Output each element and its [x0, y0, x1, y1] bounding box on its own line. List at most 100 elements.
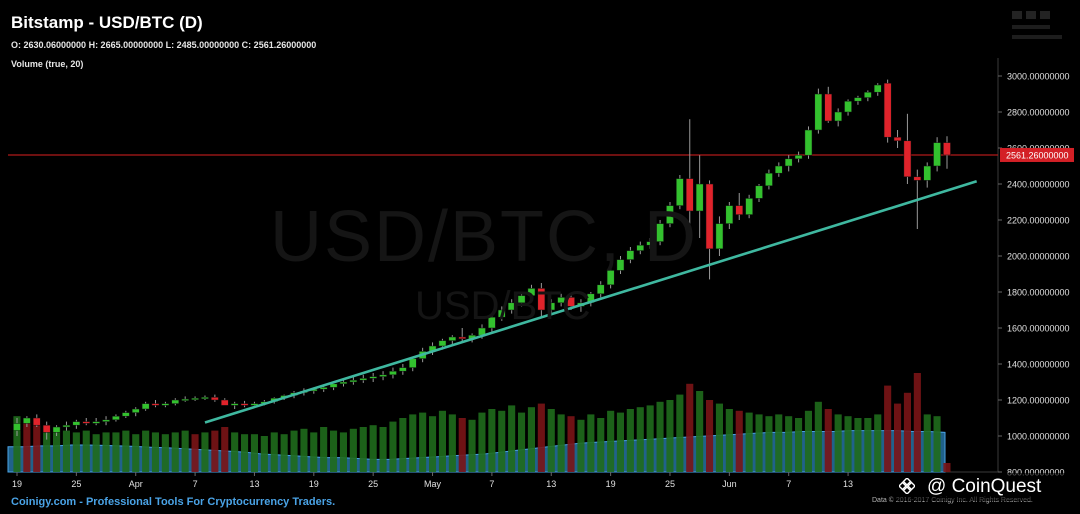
candle-body: [230, 403, 239, 406]
candle-body: [755, 185, 763, 199]
y-tick-label: 1800.00000000: [1007, 288, 1070, 298]
candle-body: [844, 100, 852, 113]
candle-body: [745, 198, 753, 215]
volume-bar: [765, 416, 773, 472]
volume-bar: [478, 412, 486, 472]
volume-bar: [567, 416, 575, 472]
candle-body: [438, 340, 447, 347]
volume-bar: [735, 410, 743, 472]
candle-body: [201, 397, 209, 400]
candle-body: [112, 415, 120, 421]
candle-body: [349, 379, 358, 383]
coinquest-label: @ CoinQuest: [927, 476, 1042, 497]
candle-body: [181, 398, 189, 401]
volume-bar: [537, 403, 545, 472]
candle-body: [359, 378, 368, 381]
candle-body: [379, 374, 387, 377]
volume-bar: [438, 410, 446, 472]
y-tick-label: 2800.00000000: [1007, 108, 1070, 118]
volume-bar: [330, 430, 338, 472]
volume-indicator-label[interactable]: Volume (true, 20): [11, 59, 84, 69]
volume-bar: [646, 405, 654, 472]
candle-body: [369, 376, 377, 379]
candle-body: [824, 93, 833, 122]
volume-bar: [122, 430, 130, 472]
candle-body: [389, 370, 397, 376]
candle-body: [171, 399, 180, 404]
volume-bar: [795, 418, 803, 472]
candle-body: [141, 403, 150, 410]
volume-bar: [913, 373, 921, 472]
volume-bar: [745, 412, 753, 472]
y-tick-label: 2000.00000000: [1007, 252, 1070, 262]
y-axis[interactable]: 3000.000000002800.000000002600.000000002…: [998, 72, 1070, 478]
candle-body: [52, 426, 61, 433]
candle-body: [408, 358, 417, 368]
candle-body: [161, 403, 170, 406]
candle-body: [695, 183, 704, 212]
volume-bar: [231, 432, 239, 472]
last-price-text: 2561.26000000: [1006, 150, 1069, 160]
trendline[interactable]: [204, 180, 978, 424]
pair-watermark-small: USD/BTC: [415, 284, 591, 328]
volume-bar: [349, 428, 357, 472]
volume-bar: [379, 427, 387, 472]
volume-bar: [201, 432, 209, 472]
candle-body: [606, 270, 615, 286]
footer-tagline[interactable]: Coinigy.com - Professional Tools For Cry…: [11, 496, 336, 508]
candle-body: [191, 397, 199, 400]
y-tick-label: 2400.00000000: [1007, 180, 1070, 190]
candle-body: [854, 97, 862, 102]
volume-bar: [142, 430, 150, 472]
volume-bar: [804, 410, 812, 472]
volume-bar: [706, 400, 714, 472]
candle-body: [527, 288, 536, 296]
volume-bar: [696, 391, 704, 472]
volume-bar: [557, 414, 565, 472]
candle-body: [636, 244, 645, 251]
y-tick-label: 1600.00000000: [1007, 324, 1070, 334]
volume-bar: [23, 419, 31, 472]
candle-body: [32, 417, 41, 426]
x-tick-label: Jun: [722, 479, 737, 489]
volume-bar: [725, 409, 733, 472]
volume-bar: [755, 414, 763, 472]
candle-body: [883, 82, 892, 138]
volume-bar: [874, 414, 882, 472]
volume-bar: [636, 407, 644, 472]
x-axis[interactable]: 19 25 Apr 7 13 19 25 May 7 13 19 25 Jun 7 13: [12, 472, 853, 489]
volume-bar: [686, 383, 694, 472]
x-tick-label: 7: [193, 479, 198, 489]
volume-bar: [33, 425, 41, 472]
candle-body: [784, 158, 793, 167]
volume-bar: [508, 405, 516, 472]
volume-bar: [448, 414, 456, 472]
candle-body: [102, 419, 110, 422]
volume-bar: [280, 434, 288, 472]
volume-bar: [844, 416, 852, 472]
volume-bar: [171, 432, 179, 472]
volume-bar: [151, 432, 159, 472]
candle-body: [903, 140, 912, 178]
volume-bar: [290, 430, 298, 472]
volume-bar: [498, 410, 506, 472]
volume-bar: [547, 409, 555, 472]
candle-body: [913, 176, 922, 181]
candle-body: [626, 250, 635, 260]
candle-body: [834, 111, 842, 122]
volume-bar: [488, 409, 496, 472]
volume-bar: [933, 416, 941, 472]
volume-bar: [676, 394, 684, 472]
x-tick-label: May: [424, 479, 442, 489]
volume-bar: [92, 434, 100, 472]
volume-bar: [72, 432, 80, 472]
volume-bar: [369, 425, 377, 472]
volume-bar: [221, 427, 229, 472]
candle-body: [715, 223, 724, 250]
candle-body: [122, 412, 130, 417]
volume-bar: [241, 434, 249, 472]
candle-body: [804, 129, 813, 156]
volume-bar: [132, 434, 140, 472]
volume-bar: [339, 432, 347, 472]
